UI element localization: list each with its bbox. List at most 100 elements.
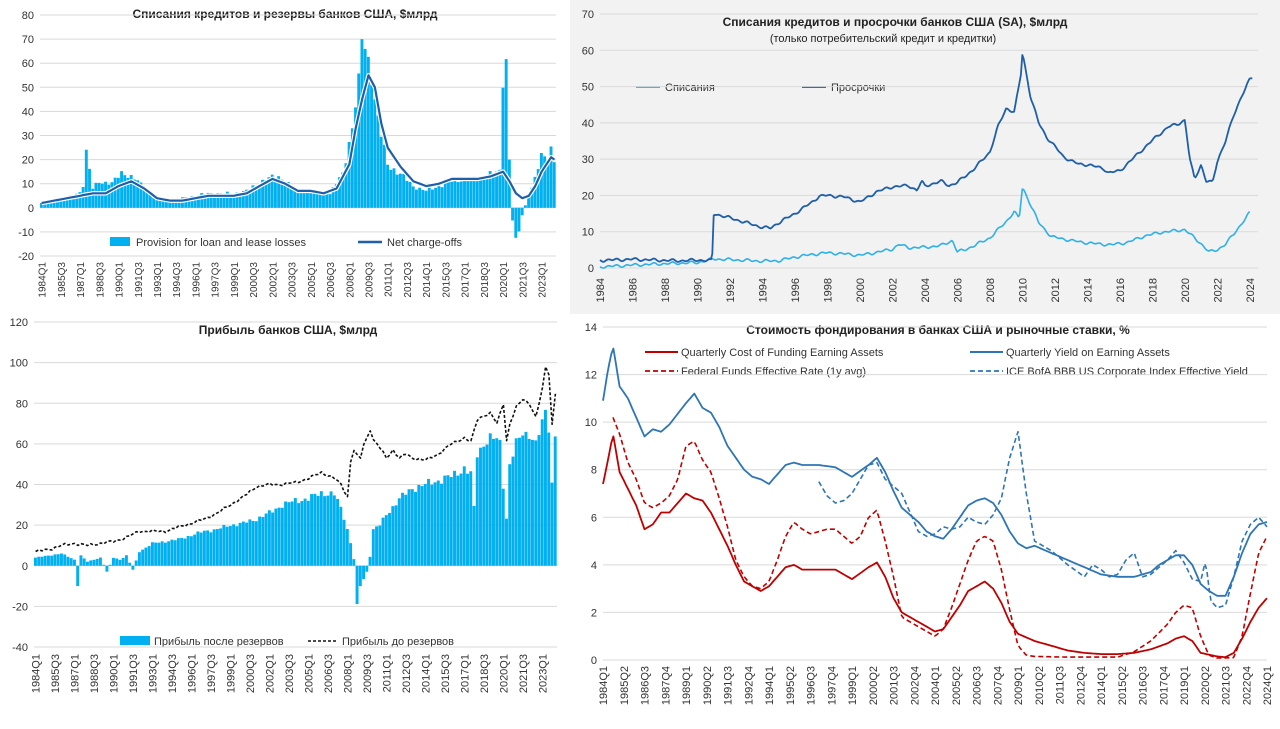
chart3-bar xyxy=(446,475,450,566)
chart3-bar xyxy=(410,489,414,566)
chart3-bar xyxy=(495,438,499,566)
chart1-ytick-label: 50 xyxy=(22,82,34,94)
legend-label-profit-before: Прибыль до резервов xyxy=(342,636,454,648)
chart4-xtick-label: 2021Q3 xyxy=(1221,666,1233,705)
chart1-bar xyxy=(299,192,303,208)
chart3-bar xyxy=(553,436,557,566)
chart1-bar xyxy=(245,189,249,208)
chart1-bar xyxy=(197,195,200,208)
chart-funding-costs: Стоимость фондирования в банках США и ры… xyxy=(570,314,1280,729)
chart3-bar xyxy=(514,438,518,566)
chart1-bar xyxy=(152,195,156,208)
chart2-ytick-label: 50 xyxy=(582,82,594,94)
chart1-bar xyxy=(322,191,325,208)
legend-label-profit-after: Прибыль после резервов xyxy=(154,636,284,648)
chart4-xtick-label: 1986Q3 xyxy=(640,666,652,705)
chart1-bar xyxy=(437,186,441,208)
chart3-bar xyxy=(488,433,492,566)
chart1-legend: Provision for loan and lease losses Net … xyxy=(110,237,463,249)
chart3-bar xyxy=(183,538,187,566)
chart4-xtick-label: 2009Q1 xyxy=(1013,666,1025,705)
chart1-bar xyxy=(120,171,124,208)
chart1-bar xyxy=(164,199,168,208)
chart3-xtick-label: 2020Q1 xyxy=(498,654,510,693)
chart-consumer-chargeoffs-delinquencies: Списания кредитов и просрочки банков США… xyxy=(570,0,1280,314)
chart1-xtick-label: 2009Q3 xyxy=(365,262,376,298)
chart3-bar xyxy=(121,557,125,566)
chart1-bar xyxy=(213,195,216,208)
chart1-bar xyxy=(225,191,229,208)
chart1-bar xyxy=(289,185,293,208)
chart1-ytick-label: -20 xyxy=(18,251,34,263)
chart3-bar xyxy=(180,537,184,566)
chart3-title: Прибыль банков США, $млрд xyxy=(199,323,378,337)
chart1-bar xyxy=(398,173,402,208)
chart1-xtick-label: 2021Q3 xyxy=(518,262,529,298)
chart3-bar xyxy=(391,506,395,566)
chart1-ytick-label: 60 xyxy=(22,58,34,70)
chart1-bar xyxy=(440,187,444,208)
chart3-bar xyxy=(186,535,190,566)
chart1-bar xyxy=(517,207,521,232)
chart1-bar xyxy=(248,189,252,208)
chart3-xtick-label: 1994Q3 xyxy=(167,654,179,693)
chart3-xtick-label: 2006Q3 xyxy=(323,654,335,693)
chart3-bar xyxy=(501,488,505,566)
chart1-bar xyxy=(411,186,415,208)
chart1-bar xyxy=(514,207,518,238)
chart1-bar xyxy=(318,192,322,208)
chart1-bar xyxy=(62,199,66,208)
chart1-bar xyxy=(463,177,466,208)
chart3-bar xyxy=(365,565,369,572)
chart3-bar xyxy=(277,507,281,566)
chart3-bar xyxy=(443,475,447,566)
chart4-legend: Quarterly Cost of Funding Earning Assets… xyxy=(645,347,1248,378)
chart3-xtick-label: 1997Q3 xyxy=(206,654,218,693)
chart3-bar xyxy=(134,560,138,566)
chart4-xtick-label: 2015Q2 xyxy=(1117,666,1129,705)
legend-label-spisaniya: Списания xyxy=(665,82,715,94)
chart1-bar xyxy=(216,193,220,208)
chart3-bar xyxy=(176,538,180,566)
chart3-bar xyxy=(261,517,265,566)
chart3-bar xyxy=(225,526,229,566)
chart3-bar xyxy=(50,555,54,566)
chart3-bar xyxy=(329,491,333,566)
chart4-ytick-label: 2 xyxy=(591,607,597,619)
chart3-xtick-label: 2023Q1 xyxy=(537,654,549,693)
chart1-ytick-label: 10 xyxy=(22,179,34,191)
chart3-xtick-label: 2015Q3 xyxy=(440,654,452,693)
chart1-bar xyxy=(123,175,127,208)
chart1-xtick-label: 2002Q1 xyxy=(268,262,279,298)
chart3-bar xyxy=(358,565,362,587)
chart3-bar xyxy=(228,526,232,566)
chart3-bar xyxy=(212,529,216,566)
chart3-bar xyxy=(193,534,197,566)
chart3-bar xyxy=(550,482,554,566)
chart-bank-profits: Прибыль банков США, $млрд Прибыль после … xyxy=(0,314,570,729)
chart3-bar xyxy=(206,530,210,566)
chart1-xtick-label: 2000Q3 xyxy=(249,262,260,298)
chart4-xtick-label: 1987Q4 xyxy=(660,666,672,705)
chart3-bar xyxy=(163,542,167,566)
chart3-bar xyxy=(420,486,424,566)
chart1-bar xyxy=(219,193,223,208)
chart1-bar xyxy=(450,181,454,208)
chart3-bar xyxy=(430,484,434,566)
chart3-bar xyxy=(254,521,258,566)
chart3-xtick-label: 2017Q1 xyxy=(459,654,471,693)
chart1-bar xyxy=(386,164,390,208)
chart1-bar xyxy=(273,178,277,208)
chart3-xtick-label: 2012Q3 xyxy=(401,654,413,693)
chart1-ytick-label: 70 xyxy=(22,34,34,46)
chart2-xtick-label: 1988 xyxy=(660,278,672,302)
chart2-subtitle: (только потребительский кредит и кредитк… xyxy=(770,33,996,45)
chart1-bar xyxy=(338,177,341,208)
chart3-bar xyxy=(53,554,57,566)
chart3-bar xyxy=(511,456,515,566)
chart1-bar xyxy=(187,197,191,208)
chart3-xtick-label: 2005Q1 xyxy=(303,654,315,693)
chart1-bar xyxy=(382,144,386,208)
chart4-xtick-label: 1997Q4 xyxy=(826,666,838,705)
chart1-bar xyxy=(459,181,463,208)
